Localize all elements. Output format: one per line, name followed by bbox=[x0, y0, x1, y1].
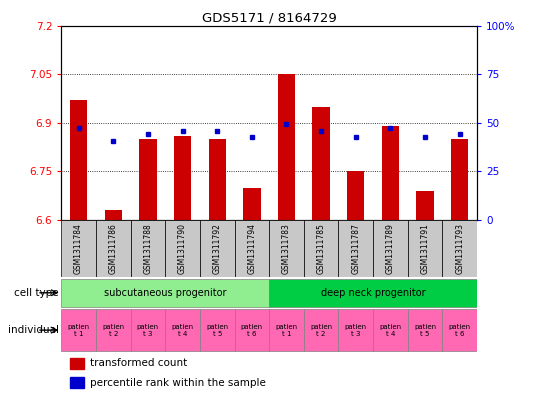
Bar bbox=[373, 220, 408, 277]
Text: patien
t 1: patien t 1 bbox=[68, 323, 90, 337]
Bar bbox=[165, 220, 200, 277]
Bar bbox=[304, 309, 338, 351]
Bar bbox=[165, 309, 200, 351]
Bar bbox=[235, 220, 269, 277]
Bar bbox=[96, 309, 131, 351]
Bar bbox=[174, 136, 191, 220]
Text: patien
t 3: patien t 3 bbox=[137, 323, 159, 337]
Bar bbox=[304, 220, 338, 277]
Text: patien
t 1: patien t 1 bbox=[276, 323, 297, 337]
Text: patien
t 2: patien t 2 bbox=[310, 323, 332, 337]
Text: GSM1311785: GSM1311785 bbox=[317, 223, 326, 274]
Bar bbox=[442, 220, 477, 277]
Text: transformed count: transformed count bbox=[91, 358, 188, 368]
Bar bbox=[70, 377, 84, 388]
Bar bbox=[200, 220, 235, 277]
Text: patien
t 5: patien t 5 bbox=[206, 323, 228, 337]
Bar bbox=[96, 220, 131, 277]
Text: GSM1311789: GSM1311789 bbox=[386, 223, 395, 274]
Bar bbox=[373, 309, 408, 351]
Bar bbox=[312, 107, 330, 220]
Bar bbox=[243, 187, 261, 220]
Bar bbox=[104, 210, 122, 220]
Text: GSM1311793: GSM1311793 bbox=[455, 223, 464, 274]
Text: GSM1311790: GSM1311790 bbox=[178, 223, 187, 274]
Text: individual: individual bbox=[7, 325, 59, 335]
Bar bbox=[408, 309, 442, 351]
Bar bbox=[139, 139, 157, 220]
Text: patien
t 2: patien t 2 bbox=[102, 323, 124, 337]
Bar bbox=[269, 309, 304, 351]
Bar bbox=[131, 309, 165, 351]
Text: subcutaneous progenitor: subcutaneous progenitor bbox=[104, 288, 227, 298]
Bar bbox=[61, 220, 96, 277]
Bar bbox=[269, 220, 304, 277]
Text: GSM1311794: GSM1311794 bbox=[247, 223, 256, 274]
Text: GSM1311788: GSM1311788 bbox=[143, 223, 152, 274]
Text: GSM1311787: GSM1311787 bbox=[351, 223, 360, 274]
Bar bbox=[278, 74, 295, 220]
Bar bbox=[338, 220, 373, 277]
Text: GSM1311784: GSM1311784 bbox=[74, 223, 83, 274]
Title: GDS5171 / 8164729: GDS5171 / 8164729 bbox=[202, 11, 336, 24]
Text: patien
t 6: patien t 6 bbox=[449, 323, 471, 337]
Text: GSM1311791: GSM1311791 bbox=[421, 223, 430, 274]
Text: patien
t 4: patien t 4 bbox=[379, 323, 401, 337]
Text: patien
t 3: patien t 3 bbox=[345, 323, 367, 337]
Text: percentile rank within the sample: percentile rank within the sample bbox=[91, 378, 266, 388]
Bar bbox=[382, 126, 399, 220]
Bar bbox=[347, 171, 365, 220]
Bar bbox=[269, 279, 477, 307]
Text: patien
t 4: patien t 4 bbox=[172, 323, 193, 337]
Text: GSM1311783: GSM1311783 bbox=[282, 223, 291, 274]
Bar bbox=[451, 139, 469, 220]
Bar bbox=[200, 309, 235, 351]
Bar bbox=[61, 309, 96, 351]
Text: GSM1311792: GSM1311792 bbox=[213, 223, 222, 274]
Bar bbox=[70, 358, 84, 369]
Bar bbox=[131, 220, 165, 277]
Bar bbox=[208, 139, 226, 220]
Text: cell type: cell type bbox=[14, 288, 59, 298]
Text: GSM1311786: GSM1311786 bbox=[109, 223, 118, 274]
Bar bbox=[338, 309, 373, 351]
Bar bbox=[442, 309, 477, 351]
Bar bbox=[61, 279, 269, 307]
Bar bbox=[70, 100, 87, 220]
Text: patien
t 6: patien t 6 bbox=[241, 323, 263, 337]
Text: patien
t 5: patien t 5 bbox=[414, 323, 436, 337]
Bar bbox=[235, 309, 269, 351]
Text: deep neck progenitor: deep neck progenitor bbox=[321, 288, 425, 298]
Bar bbox=[416, 191, 434, 220]
Bar bbox=[408, 220, 442, 277]
